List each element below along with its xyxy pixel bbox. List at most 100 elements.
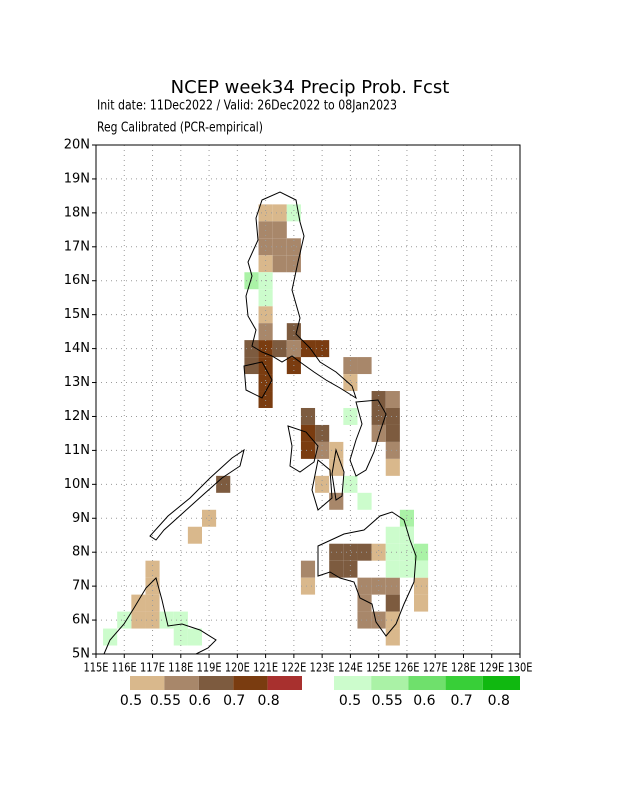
y-tick-label: 17N (64, 239, 90, 254)
prob-cell (385, 526, 400, 544)
mindoro (243, 361, 273, 399)
x-tick-label: 126E (394, 661, 419, 675)
prob-cell (202, 509, 217, 527)
prob-cell (357, 357, 372, 375)
panay-negros (287, 425, 333, 511)
prob-cell (315, 340, 330, 358)
prob-cell (103, 628, 118, 646)
prob-cell (216, 475, 231, 493)
prob-cell (414, 594, 429, 612)
prob-cell (272, 340, 287, 358)
prob-cell (329, 458, 344, 476)
prob-cell (371, 391, 386, 408)
y-tick-label: 7N (72, 579, 90, 594)
prob-cell (300, 560, 316, 578)
legend-swatch (371, 676, 409, 690)
x-tick-label: 118E (168, 661, 193, 675)
prob-cell (385, 543, 400, 561)
prob-cell (343, 407, 358, 425)
y-tick-label: 13N (64, 375, 90, 390)
legend-swatch (482, 676, 520, 690)
prob-cell (258, 204, 273, 222)
prob-cell (286, 238, 301, 256)
legend-swatch (334, 676, 372, 690)
legend-label: 0.7 (223, 693, 245, 709)
x-tick-label: 121E (253, 661, 278, 675)
y-tick-label: 14N (64, 341, 90, 356)
y-tick-label: 6N (72, 613, 90, 628)
luzon (245, 191, 357, 400)
title: NCEP week34 Precip Prob. Fcst (171, 77, 450, 98)
x-tick-label: 124E (338, 661, 363, 675)
prob-cell (300, 424, 316, 442)
legend-label: 0.7 (450, 693, 472, 709)
prob-cell (343, 475, 358, 493)
method-label: Reg Calibrated (PCR-empirical) (97, 121, 263, 136)
legend-label: 0.5 (339, 693, 361, 709)
prob-cell (145, 560, 160, 578)
prob-cell (187, 526, 202, 544)
y-tick-label: 12N (64, 409, 90, 424)
prob-cell (300, 577, 316, 595)
prob-cell (385, 424, 400, 442)
x-tick-label: 122E (281, 661, 306, 675)
x-tick-label: 115E (84, 661, 109, 675)
legend-label: 0.55 (372, 693, 403, 709)
prob-cell (272, 204, 287, 222)
prob-cell (343, 543, 358, 561)
prob-cell (343, 374, 358, 392)
prob-cell (371, 424, 386, 442)
prob-cell (258, 238, 273, 256)
prob-cell (315, 424, 330, 442)
prob-cell (371, 543, 386, 561)
legend-swatch (130, 676, 165, 690)
y-tick-label: 16N (64, 273, 90, 288)
prob-cell (272, 238, 287, 256)
x-tick-label: 123E (310, 661, 335, 675)
prob-cell (244, 357, 259, 375)
y-tick-label: 9N (72, 511, 90, 526)
prob-cell (385, 441, 400, 459)
prob-cell (371, 407, 386, 425)
y-tick-label: 11N (64, 443, 90, 458)
prob-cell (272, 255, 287, 273)
y-tick-label: 18N (64, 205, 90, 220)
legend-label: 0.6 (189, 693, 211, 709)
legend: 0.5 0.55 0.6 0.7 0.8 0.5 0.55 0.6 0.7 0.8 (120, 676, 520, 709)
legend-swatch (445, 676, 483, 690)
palawan (149, 448, 245, 541)
y-tick-label: 10N (64, 477, 90, 492)
prob-cell (385, 391, 400, 408)
y-tick-label: 15N (64, 307, 90, 322)
prob-cell (286, 255, 301, 273)
x-tick-label: 119E (197, 661, 222, 675)
legend-label: 0.55 (150, 693, 181, 709)
x-tick-label: 127E (423, 661, 448, 675)
prob-cell (300, 407, 316, 425)
prob-cell (145, 594, 160, 612)
prob-cell (357, 543, 372, 561)
legend-label: 0.5 (120, 693, 142, 709)
legend-swatch (233, 676, 268, 690)
coastlines (103, 191, 417, 655)
samar-leyte (349, 399, 387, 477)
legend-swatch (267, 676, 302, 690)
cebu (331, 448, 345, 501)
prob-cell (258, 340, 273, 358)
prob-cell (385, 407, 400, 425)
legend-swatch (408, 676, 446, 690)
prob-cell (258, 255, 273, 273)
subtitle: Init date: 11Dec2022 / Valid: 26Dec2022 … (97, 99, 397, 114)
borneo (103, 577, 217, 655)
prob-cell (385, 594, 400, 612)
prob-cell (258, 374, 273, 392)
prob-cell (258, 221, 273, 239)
y-tick-label: 20N (64, 138, 90, 153)
legend-label: 0.8 (488, 693, 510, 709)
legend-swatch (164, 676, 199, 690)
x-tick-label: 129E (479, 661, 504, 675)
prob-cell (258, 391, 273, 408)
prob-cell (399, 560, 414, 578)
prob-cell (343, 560, 358, 578)
prob-cell (385, 577, 400, 595)
